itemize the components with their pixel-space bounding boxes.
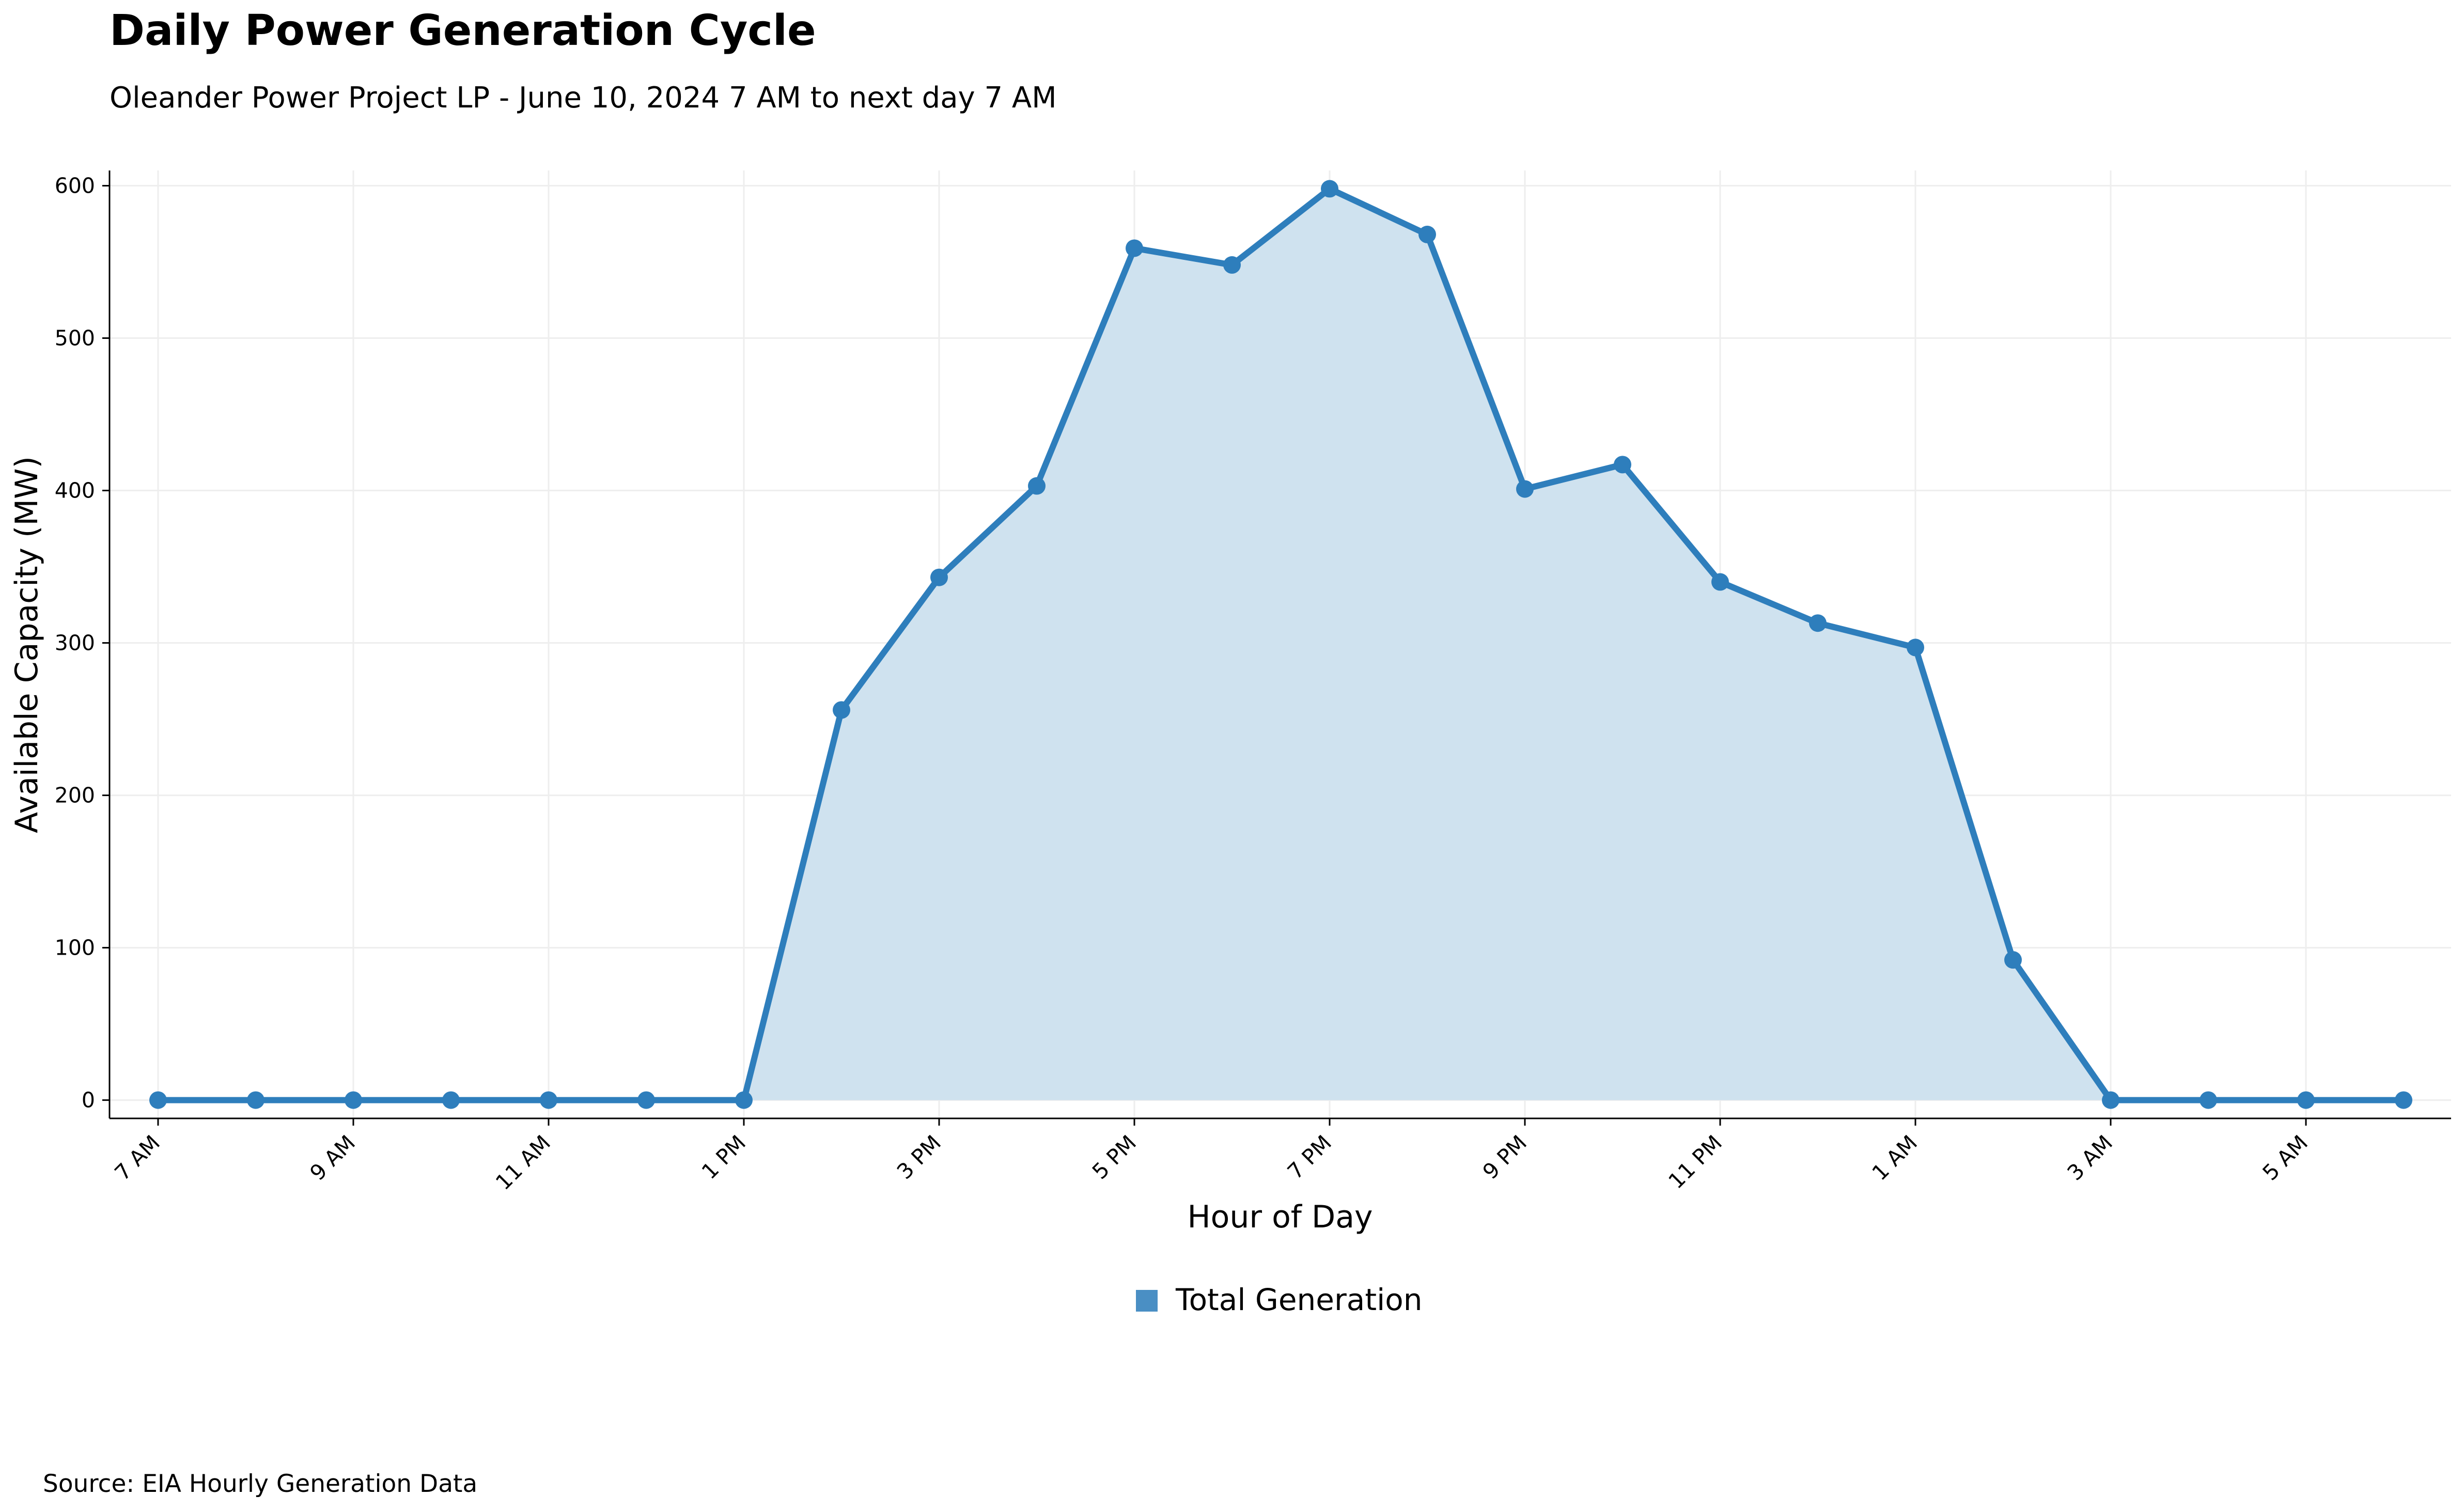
chart-subtitle: Oleander Power Project LP - June 10, 202… [110,81,1057,115]
x-tick-label: 5 PM [1087,1130,1141,1184]
data-point [540,1091,557,1109]
data-point [1418,225,1436,243]
y-axis-label: Available Capacity (MW) [9,456,45,833]
data-point [930,568,948,586]
data-point [149,1091,167,1109]
y-axis-ticks: 0 100 200 300 400 500 600 [55,174,110,1113]
x-tick-label: 7 PM [1283,1130,1336,1184]
y-tick-label: 600 [55,174,95,198]
data-point [1809,614,1827,632]
data-points [149,180,2412,1109]
data-point [833,701,850,719]
x-tick-label: 9 PM [1478,1130,1532,1184]
data-point [1711,573,1729,591]
x-tick-label: 3 PM [892,1130,946,1184]
chart-title: Daily Power Generation Cycle [110,6,816,55]
data-point [2395,1091,2412,1109]
data-point [1516,480,1534,498]
y-tick-label: 200 [55,783,95,808]
area-fill [158,189,2404,1100]
x-tick-label: 1 PM [697,1130,751,1184]
x-tick-label: 3 AM [2063,1130,2117,1185]
x-tick-label: 5 AM [2258,1130,2313,1185]
x-tick-label: 11 AM [491,1130,555,1195]
data-point [2200,1091,2217,1109]
legend-swatch [1136,1290,1158,1312]
data-point [1223,256,1241,274]
x-tick-label: 9 AM [305,1130,360,1185]
legend-label: Total Generation [1175,1282,1422,1317]
data-point [2004,951,2022,969]
source-note: Source: EIA Hourly Generation Data [43,1470,477,1498]
data-point [247,1091,264,1109]
y-tick-label: 300 [55,631,95,656]
series-line-total-generation [158,185,2404,1103]
data-point [1907,638,1924,657]
data-point [735,1091,753,1109]
y-tick-label: 500 [55,326,95,351]
data-point [2102,1091,2119,1109]
data-point [345,1091,362,1109]
data-point [1126,239,1143,257]
data-point [1028,477,1046,495]
y-tick-label: 0 [82,1088,95,1113]
legend: Total Generation [1136,1282,1422,1317]
data-point [1321,180,1338,198]
x-tick-label: 1 AM [1867,1130,1922,1185]
x-tick-label: 7 AM [110,1130,165,1185]
x-axis-label: Hour of Day [1188,1199,1373,1235]
data-point [1614,456,1631,474]
x-axis-ticks: 7 AM 9 AM 11 AM 1 PM 3 PM 5 PM 7 PM 9 PM 11 PM 1 … [110,1118,2313,1195]
x-tick-label: 11 PM [1664,1130,1727,1194]
data-point [637,1091,655,1109]
data-point [442,1091,460,1109]
data-point [2297,1091,2315,1109]
y-tick-label: 100 [55,936,95,960]
y-tick-label: 400 [55,478,95,503]
